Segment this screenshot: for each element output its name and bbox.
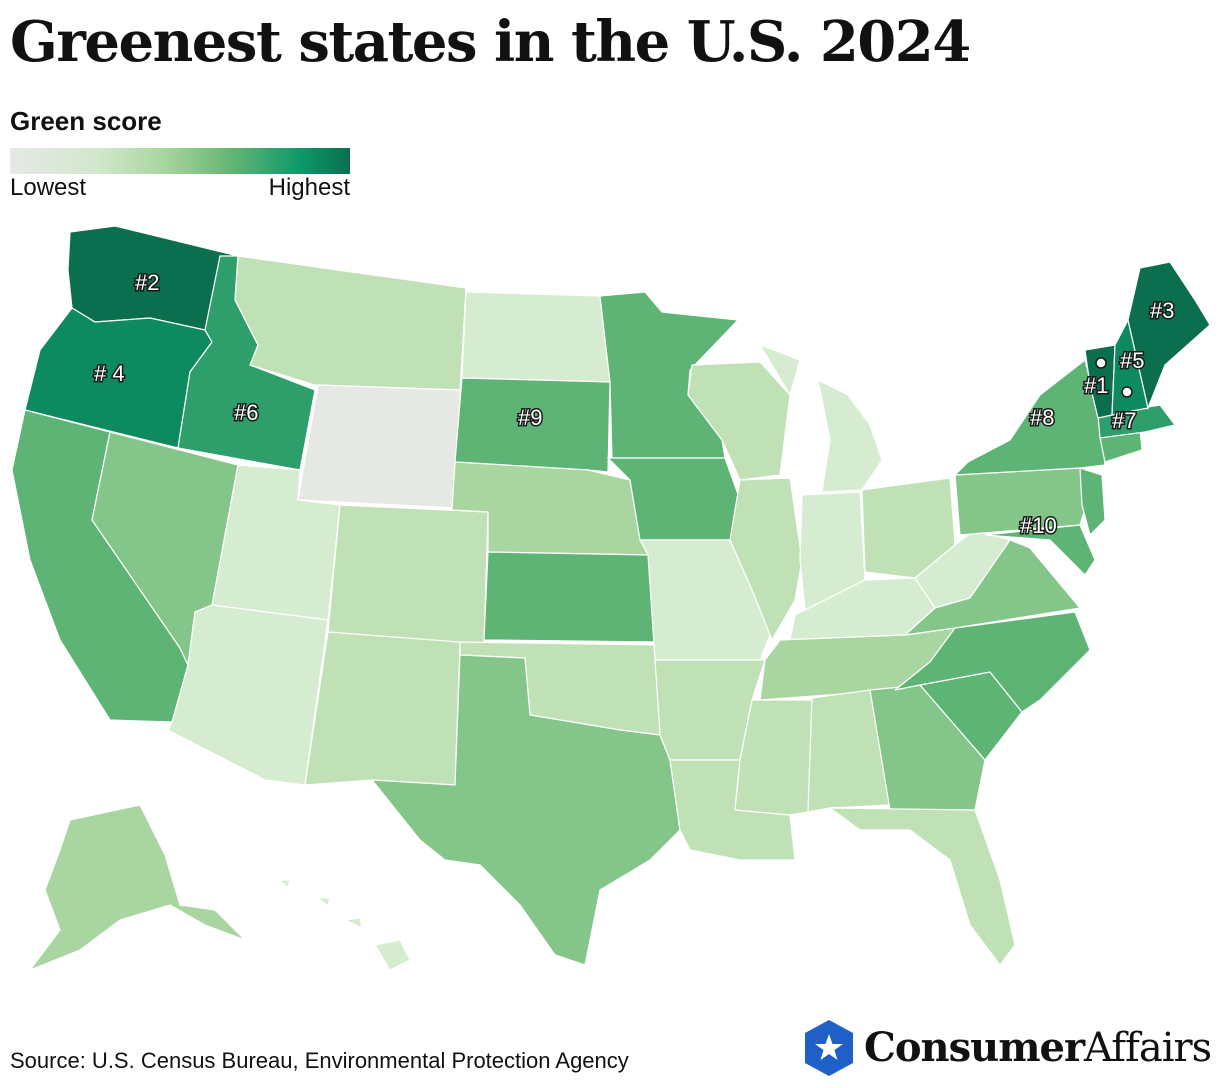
- rank-label-sd: #9: [518, 405, 542, 430]
- star-shield-icon: [805, 1020, 853, 1076]
- rank-label-id: #6: [234, 400, 258, 425]
- state-north-dakota: [461, 291, 611, 383]
- us-map: #2 # 4 #6 #9 #3 #5 #1 #7 #8 #10: [11, 225, 1211, 972]
- state-vermont: [1084, 344, 1116, 419]
- source-note: Source: U.S. Census Bureau, Environmenta…: [10, 1048, 629, 1073]
- state-north-carolina: [894, 611, 1091, 713]
- state-alaska: [28, 804, 246, 972]
- state-florida: [828, 807, 1016, 966]
- state-maine: [1127, 261, 1211, 411]
- legend-high-label: Highest: [268, 174, 350, 201]
- rank-label-or: # 4: [94, 361, 125, 386]
- rank-label-ny: #8: [1030, 405, 1054, 430]
- state-new-jersey: [1079, 467, 1106, 537]
- legend-title: Green score: [10, 106, 162, 136]
- rank-label-ma: #7: [1112, 408, 1136, 433]
- nh-marker-dot: [1121, 386, 1133, 398]
- consumeraffairs-logo: ConsumerAffairs: [802, 1018, 1212, 1080]
- rank-label-nh: #5: [1120, 348, 1144, 373]
- vt-marker-dot: [1095, 357, 1107, 369]
- state-michigan: [758, 343, 883, 493]
- state-virginia: [903, 539, 1082, 636]
- state-maryland: [984, 524, 1096, 576]
- rank-label-me: #3: [1150, 298, 1174, 323]
- rank-label-vt: #1: [1084, 373, 1108, 398]
- state-wisconsin: [687, 361, 791, 481]
- state-wyoming: [297, 384, 461, 509]
- legend-low-label: Lowest: [10, 174, 87, 201]
- legend-gradient: [10, 148, 350, 174]
- state-south-dakota: [454, 377, 611, 473]
- brand-wordmark: ConsumerAffairs: [864, 1024, 1212, 1071]
- state-illinois: [729, 477, 803, 642]
- rank-label-wa: #2: [135, 270, 159, 295]
- state-arizona: [167, 604, 329, 786]
- chart-title: Greenest states in the U.S. 2024: [10, 9, 971, 75]
- brand-regular: Affairs: [1084, 1025, 1212, 1071]
- state-colorado: [327, 504, 489, 646]
- brand-bold: Consumer: [864, 1024, 1085, 1071]
- state-hawaii: [278, 879, 411, 971]
- state-texas: [370, 654, 681, 966]
- state-kansas: [483, 551, 659, 643]
- rank-label-md: #10: [1020, 513, 1057, 538]
- state-alabama: [807, 689, 891, 813]
- state-new-mexico: [304, 631, 461, 786]
- state-montana: [234, 255, 467, 391]
